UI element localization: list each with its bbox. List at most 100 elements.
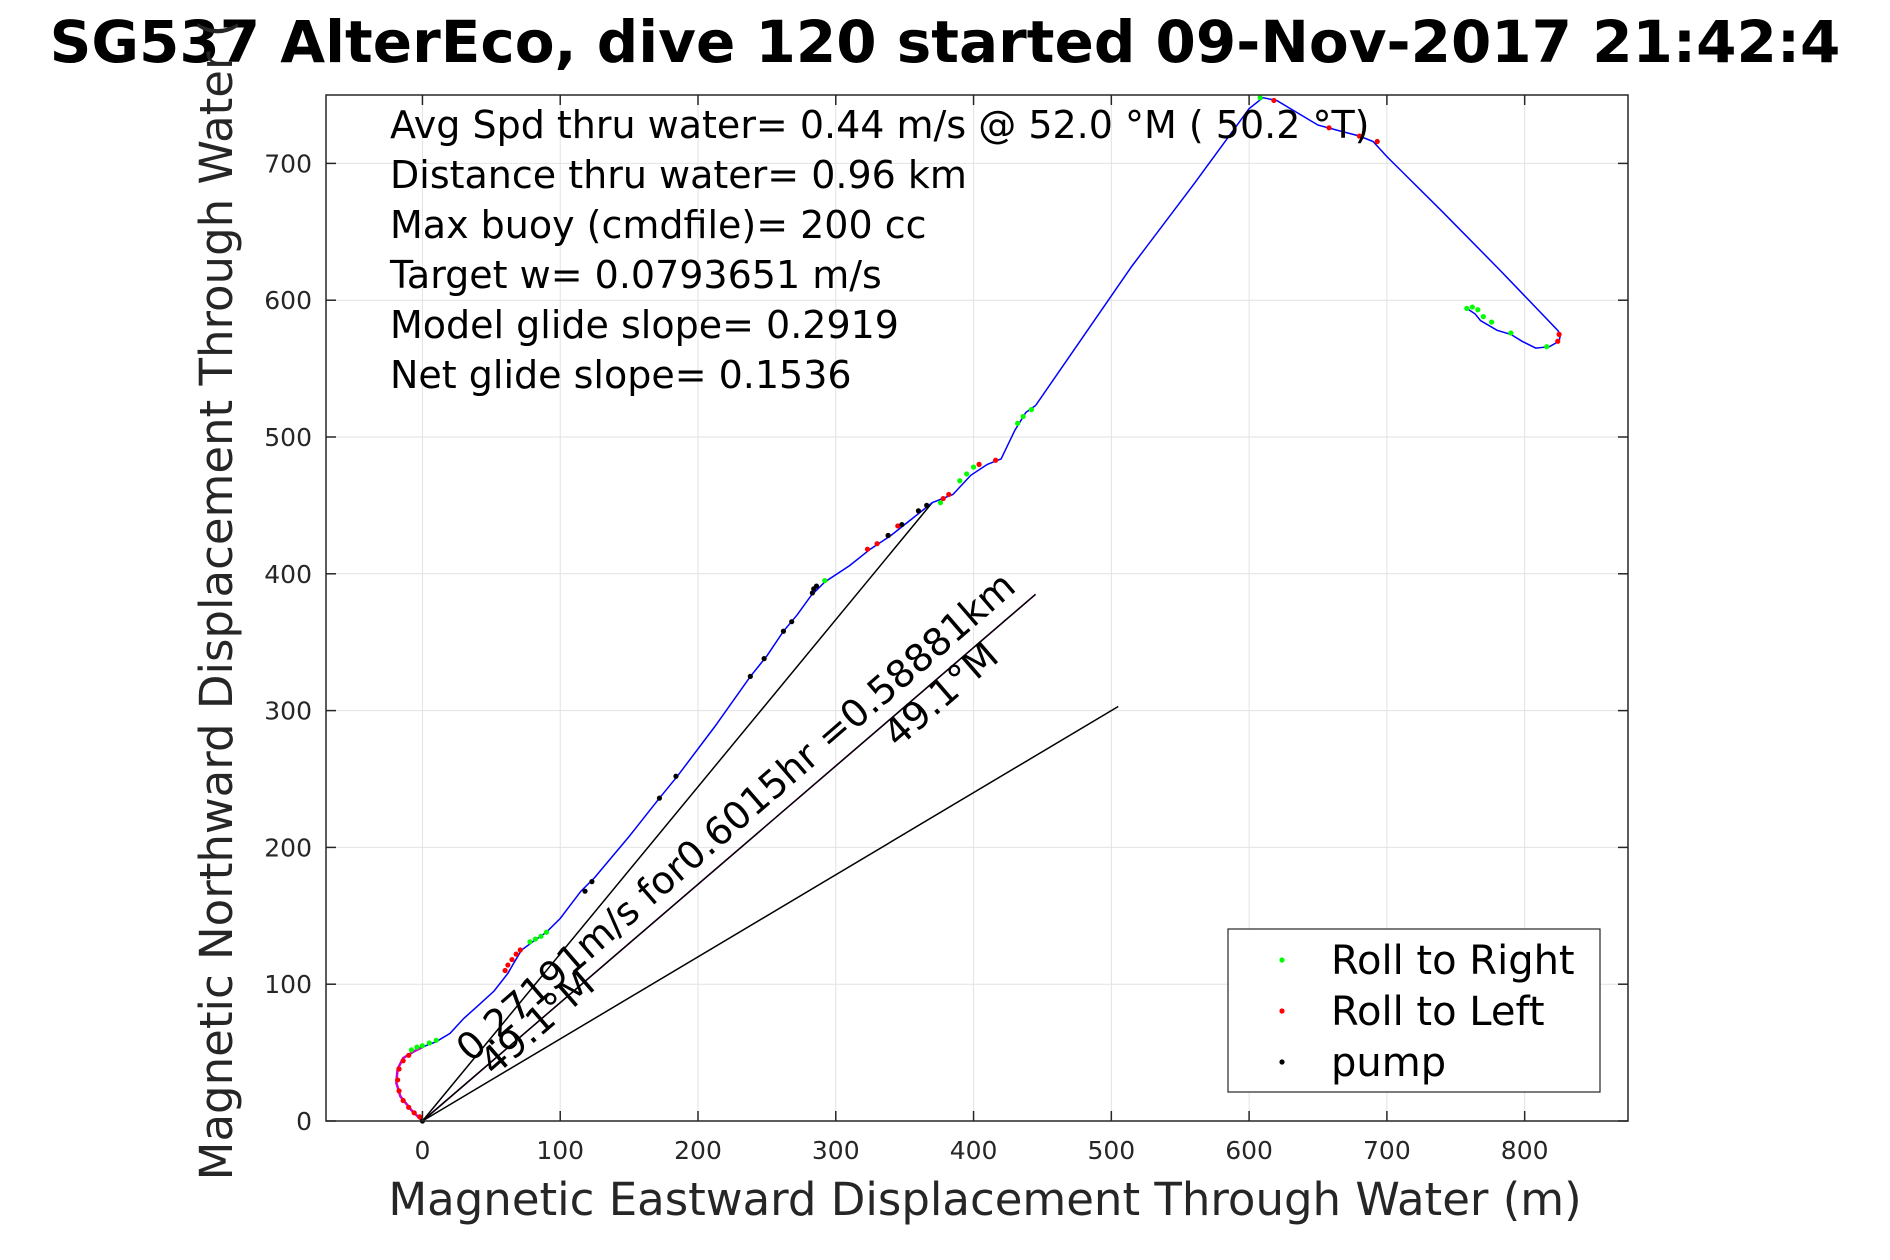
stats-line: Target w= 0.0793651 m/s <box>389 253 882 297</box>
x-axis-label: Magnetic Eastward Displacement Through W… <box>388 1173 1581 1226</box>
track-segment-magenta <box>395 1045 424 1122</box>
point-roll-to-left <box>406 1104 412 1110</box>
point-roll-to-left <box>417 1114 423 1120</box>
point-roll-to-right <box>1508 330 1514 336</box>
reference-line <box>421 502 933 1122</box>
point-roll-to-left <box>411 1110 417 1116</box>
point-roll-to-right <box>426 1040 432 1046</box>
point-pump <box>761 656 767 662</box>
x-tick-label: 600 <box>1225 1136 1273 1165</box>
legend-label: Roll to Left <box>1331 989 1545 1035</box>
y-axis-label: Magnetic Northward Displacement Through … <box>190 20 243 1181</box>
point-roll-to-left <box>1271 97 1277 104</box>
point-roll-to-right <box>1020 413 1026 420</box>
point-roll-to-left <box>940 495 946 502</box>
point-roll-to-right <box>543 929 550 935</box>
stats-line: Model glide slope= 0.2919 <box>390 303 899 347</box>
chart-title: SG537 AlterEco, dive 120 started 09-Nov-… <box>50 8 1841 76</box>
point-roll-to-left <box>406 1052 412 1058</box>
point-pump <box>780 628 787 634</box>
legend-label: Roll to Right <box>1331 938 1575 984</box>
point-roll-to-left <box>1326 125 1332 131</box>
stats-box: Avg Spd thru water= 0.44 m/s @ 52.0 °M (… <box>389 103 1370 397</box>
point-roll-to-right <box>1257 95 1263 101</box>
stats-line: Net glide slope= 0.1536 <box>390 353 852 397</box>
point-roll-to-right <box>1544 344 1550 350</box>
point-roll-to-right <box>433 1037 439 1043</box>
point-pump <box>885 532 891 539</box>
point-roll-to-left <box>400 1097 406 1104</box>
point-roll-to-right <box>1015 420 1021 426</box>
x-tick-label: 100 <box>536 1136 584 1165</box>
point-roll-to-right <box>532 936 539 942</box>
point-pump <box>924 502 930 508</box>
point-roll-to-left <box>946 491 952 498</box>
y-tick-label: 600 <box>264 286 312 315</box>
stats-line: Avg Spd thru water= 0.44 m/s @ 52.0 °M (… <box>390 103 1370 147</box>
y-tick-label: 100 <box>264 970 312 999</box>
point-roll-to-right <box>1475 307 1481 313</box>
point-roll-to-right <box>408 1047 415 1053</box>
point-pump <box>809 590 815 596</box>
point-roll-to-right <box>970 464 977 470</box>
x-tick-label: 0 <box>414 1136 430 1165</box>
point-pump <box>673 773 679 779</box>
point-roll-to-left <box>895 523 901 529</box>
point-roll-to-left <box>1556 331 1562 337</box>
x-tick-label: 500 <box>1087 1136 1135 1165</box>
point-roll-to-left <box>1555 338 1561 344</box>
y-tick-label: 500 <box>264 423 312 452</box>
point-roll-to-left <box>396 1088 402 1094</box>
plot-frame <box>325 94 1629 1122</box>
data-points <box>395 95 1562 1124</box>
point-roll-to-left <box>864 546 871 552</box>
point-roll-to-left <box>517 947 523 953</box>
point-roll-to-right <box>1028 407 1035 413</box>
point-roll-to-left <box>396 1066 402 1072</box>
legend-box <box>1227 928 1601 1093</box>
reference-line <box>422 705 1119 1122</box>
y-tick-label: 700 <box>264 149 312 178</box>
point-roll-to-right <box>1489 319 1495 325</box>
point-roll-to-right <box>964 471 970 477</box>
stats-line: Max buoy (cmdfile)= 200 cc <box>390 203 927 247</box>
y-tick-label: 0 <box>296 1107 312 1136</box>
point-roll-to-left <box>513 951 519 957</box>
legend-label: pump <box>1331 1040 1446 1086</box>
point-roll-to-right <box>538 933 544 939</box>
stats-line: Distance thru water= 0.96 km <box>390 153 967 197</box>
point-roll-to-left <box>395 1077 401 1083</box>
grid <box>326 95 1628 1122</box>
point-roll-to-left <box>874 541 880 547</box>
point-pump <box>789 619 795 625</box>
legend-marker <box>1279 1008 1285 1014</box>
reference-line <box>421 593 1037 1122</box>
y-tick-label: 300 <box>264 697 312 726</box>
y-tick-label: 200 <box>264 833 312 862</box>
legend: Roll to Right Roll to Left pump <box>1227 928 1601 1093</box>
point-pump <box>813 583 820 589</box>
track-line <box>395 96 1562 1122</box>
point-pump <box>747 673 753 680</box>
point-roll-to-left <box>976 461 982 467</box>
point-roll-to-right <box>1469 304 1475 310</box>
point-pump <box>915 508 922 514</box>
point-pump <box>582 888 588 894</box>
point-roll-to-left <box>400 1058 406 1064</box>
point-roll-to-left <box>509 956 515 963</box>
point-roll-to-left <box>1356 133 1362 139</box>
x-tick-label: 400 <box>950 1136 998 1165</box>
point-pump <box>656 795 663 801</box>
point-roll-to-right <box>937 500 944 506</box>
point-roll-to-left <box>1374 138 1380 145</box>
x-tick-label: 700 <box>1363 1136 1411 1165</box>
legend-marker <box>1279 957 1285 963</box>
point-roll-to-left <box>505 962 511 968</box>
y-tick-label: 400 <box>264 560 312 589</box>
x-tick-label: 200 <box>674 1136 722 1165</box>
x-tick-label: 800 <box>1501 1136 1549 1165</box>
point-pump <box>589 879 595 885</box>
point-roll-to-left <box>502 967 508 974</box>
annotation-0: 0.27191m/s for0.6015hr =0.58881km <box>448 563 1024 1070</box>
